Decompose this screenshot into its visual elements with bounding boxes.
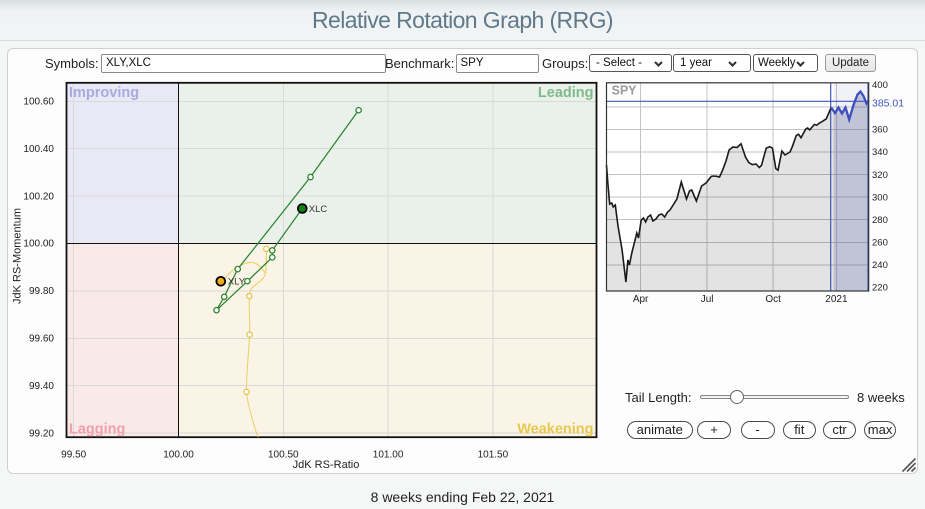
svg-text:100.60: 100.60 [23,97,54,108]
svg-text:99.50: 99.50 [61,450,86,461]
svg-text:99.60: 99.60 [29,334,54,345]
svg-text:XLY: XLY [228,277,246,288]
svg-text:360: 360 [872,125,888,136]
svg-text:JdK RS-Ratio: JdK RS-Ratio [293,459,360,471]
svg-text:Improving: Improving [69,85,139,101]
svg-text:Apr: Apr [633,294,649,305]
svg-text:320: 320 [872,170,888,181]
svg-text:SPY: SPY [612,84,638,98]
svg-text:100.40: 100.40 [23,144,54,155]
svg-text:Weakening: Weakening [517,422,593,438]
svg-text:Oct: Oct [765,294,781,305]
svg-text:100.00: 100.00 [23,239,54,250]
svg-text:101.50: 101.50 [478,450,509,461]
svg-text:100.00: 100.00 [163,450,194,461]
svg-text:100.20: 100.20 [23,191,54,202]
svg-text:99.20: 99.20 [29,428,54,439]
svg-text:300: 300 [872,192,888,203]
svg-text:101.00: 101.00 [373,450,404,461]
svg-text:JdK RS-Momentum: JdK RS-Momentum [12,208,24,304]
svg-text:100.50: 100.50 [268,450,299,461]
svg-text:400: 400 [872,80,888,91]
svg-text:99.40: 99.40 [29,381,54,392]
svg-text:2021: 2021 [825,294,848,305]
svg-text:Leading: Leading [538,85,594,101]
svg-text:XLC: XLC [309,204,328,215]
svg-text:99.80: 99.80 [29,286,54,297]
svg-text:385.01: 385.01 [872,98,904,110]
svg-text:Lagging: Lagging [69,422,125,438]
svg-text:240: 240 [872,260,888,271]
svg-text:340: 340 [872,147,888,158]
svg-text:220: 220 [872,283,888,294]
svg-text:260: 260 [872,238,888,249]
svg-text:280: 280 [872,215,888,226]
svg-text:Jul: Jul [701,294,714,305]
